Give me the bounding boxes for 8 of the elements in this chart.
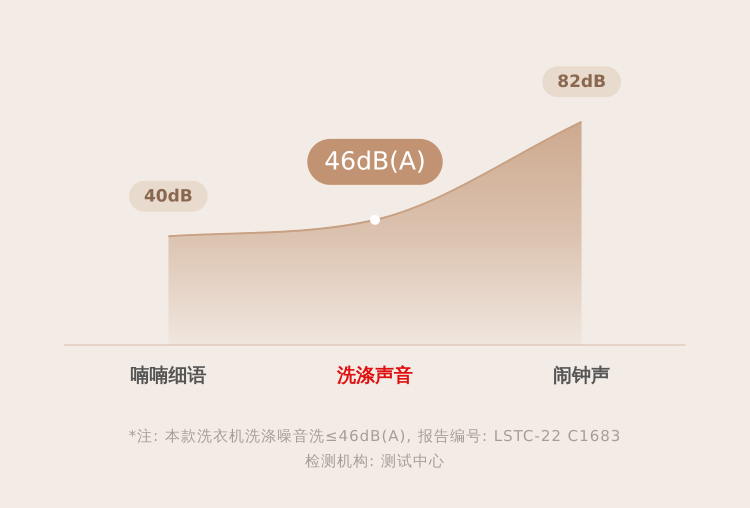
text: 检测机构: 测试中心: [304, 451, 446, 472]
text: *注: 本款洗衣机洗涤噪音洗≤46dB(A), 报告编号: LSTC-22 C1683: [128, 426, 622, 447]
x-tick-label: 喃喃细语: [130, 364, 206, 387]
data-label: 82dB: [557, 72, 606, 92]
data-label: 40dB: [144, 186, 193, 207]
x-tick-label: 闹钟声: [553, 364, 610, 387]
annotation: 46dB(A): [324, 146, 426, 176]
x-tick-label: 洗涤声音: [336, 364, 413, 387]
